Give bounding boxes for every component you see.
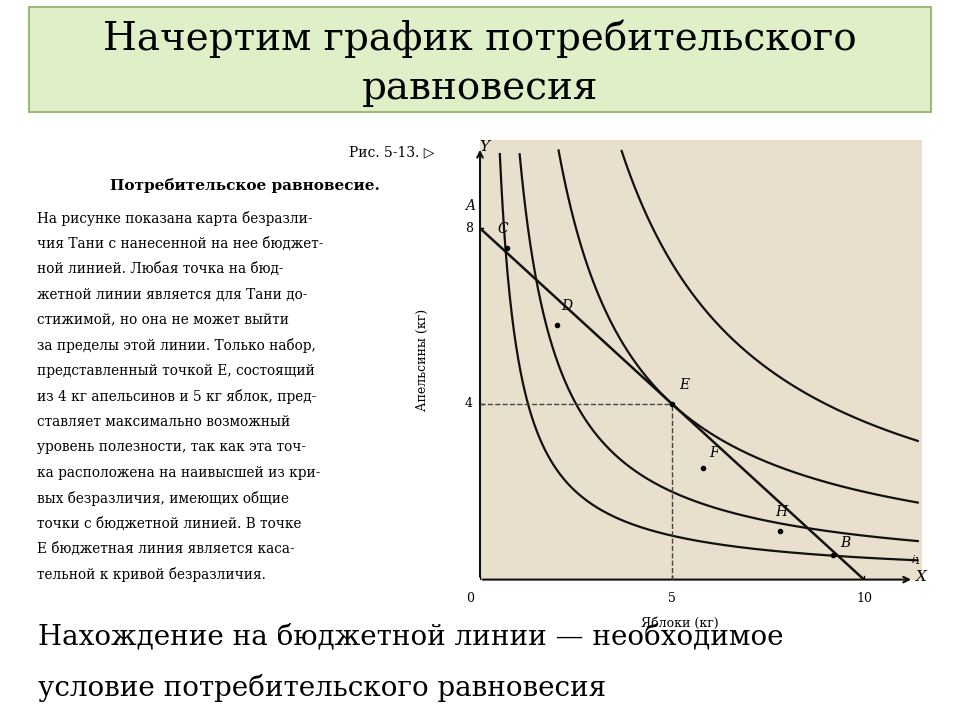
Text: A: A bbox=[466, 199, 475, 213]
Text: Начертим график потребительского: Начертим график потребительского bbox=[103, 19, 857, 58]
Text: X: X bbox=[916, 570, 926, 585]
Text: тельной к кривой безразличия.: тельной к кривой безразличия. bbox=[37, 567, 266, 582]
Text: условие потребительского равновесия: условие потребительского равновесия bbox=[38, 674, 607, 702]
Text: F: F bbox=[709, 446, 719, 459]
Text: $i_1$: $i_1$ bbox=[910, 553, 920, 567]
Text: представленный точкой E, состоящий: представленный точкой E, состоящий bbox=[37, 364, 315, 378]
Text: 4: 4 bbox=[465, 397, 473, 410]
Text: точки с бюджетной линией. В точке: точки с бюджетной линией. В точке bbox=[37, 516, 301, 531]
Text: Y: Y bbox=[480, 140, 490, 154]
Text: Яблоки (кг): Яблоки (кг) bbox=[641, 617, 718, 630]
Text: из 4 кг апельсинов и 5 кг яблок, пред-: из 4 кг апельсинов и 5 кг яблок, пред- bbox=[37, 389, 317, 404]
Text: Апельсины (кг): Апельсины (кг) bbox=[416, 309, 429, 411]
Text: жетной линии является для Тани до-: жетной линии является для Тани до- bbox=[37, 287, 307, 301]
Text: уровень полезности, так как эта точ-: уровень полезности, так как эта точ- bbox=[37, 440, 306, 454]
Text: 8: 8 bbox=[465, 222, 473, 235]
Text: D: D bbox=[562, 299, 572, 312]
Text: Рис. 5-13. ▷: Рис. 5-13. ▷ bbox=[348, 145, 434, 159]
Text: E бюджетная линия является каса-: E бюджетная линия является каса- bbox=[37, 542, 295, 556]
Text: чия Тани с нанесенной на нее бюджет-: чия Тани с нанесенной на нее бюджет- bbox=[37, 236, 324, 251]
Text: B: B bbox=[840, 536, 851, 550]
Text: 5: 5 bbox=[668, 592, 676, 605]
Text: ка расположена на наивысшей из кри-: ка расположена на наивысшей из кри- bbox=[37, 466, 321, 480]
Text: вых безразличия, имеющих общие: вых безразличия, имеющих общие bbox=[37, 491, 289, 506]
Text: C: C bbox=[497, 222, 508, 235]
Text: E: E bbox=[679, 377, 689, 392]
Text: равновесия: равновесия bbox=[362, 70, 598, 107]
Text: за пределы этой линии. Только набор,: за пределы этой линии. Только набор, bbox=[37, 338, 316, 354]
Text: 0: 0 bbox=[467, 592, 474, 605]
Text: Нахождение на бюджетной линии — необходимое: Нахождение на бюджетной линии — необходи… bbox=[38, 624, 784, 651]
FancyBboxPatch shape bbox=[29, 7, 931, 112]
Text: H: H bbox=[776, 505, 788, 519]
Text: ставляет максимально возможный: ставляет максимально возможный bbox=[37, 415, 291, 428]
Text: На рисунке показана карта безразли-: На рисунке показана карта безразли- bbox=[37, 211, 313, 226]
Text: 10: 10 bbox=[856, 592, 872, 605]
Text: Потребительское равновесие.: Потребительское равновесие. bbox=[109, 178, 380, 193]
Text: стижимой, но она не может выйти: стижимой, но она не может выйти bbox=[37, 312, 289, 327]
Text: ной линией. Любая точка на бюд-: ной линией. Любая точка на бюд- bbox=[37, 262, 284, 276]
